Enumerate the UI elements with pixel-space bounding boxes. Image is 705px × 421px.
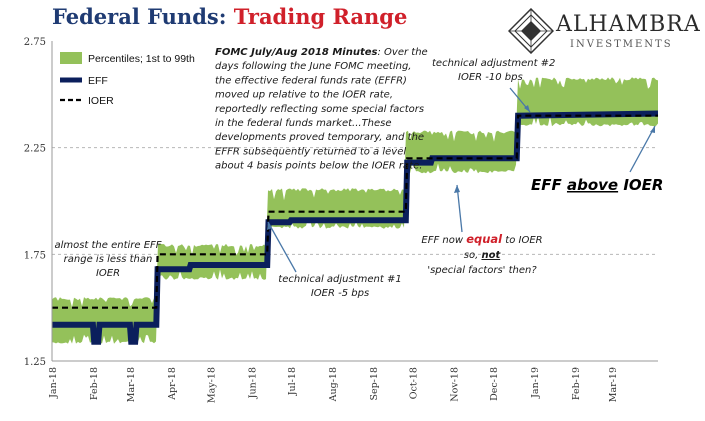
annotation-fomc-line: FOMC July/Aug 2018 Minutes: Over the — [215, 47, 428, 58]
annotation-equal-part: equal — [466, 232, 503, 246]
annotations: FOMC July/Aug 2018 Minutes: Over the days… — [54, 47, 663, 299]
y-tick-label: 2.25 — [24, 144, 46, 155]
percentile-band — [52, 77, 658, 344]
x-axis: Jan-18 Feb-18 Mar-18 Apr-18 May-18 Jun-18 Jul-… — [48, 360, 658, 403]
annotation-eff-above-arrow — [629, 125, 656, 173]
annotation-equal-line: 'special factors' then? — [427, 265, 537, 276]
annotation-eff-above-arrowhead — [650, 126, 655, 133]
series-lines — [52, 110, 659, 345]
legend-label-percentiles: Percentiles; 1st to 99th — [88, 53, 195, 65]
annotation-entire-line: almost the entire EFF — [54, 240, 161, 251]
annotation-equal-arrow — [456, 184, 463, 233]
x-tick-label: Aug-18 — [328, 367, 339, 402]
y-tick-label: 2.75 — [24, 37, 46, 48]
y-tick-label: 1.75 — [24, 250, 46, 261]
annotation-adj1-arrowhead — [267, 222, 272, 230]
annotation-entire-line: IOER — [96, 268, 120, 279]
x-tick-label: Nov-18 — [449, 367, 460, 402]
annotation-adj2-line: IOER -10 bps — [458, 72, 523, 83]
company-logo: ALHAMBRA INVESTMENTS — [508, 6, 701, 58]
annotation-entire-line: range is less than — [64, 254, 153, 265]
annotation-adj2-arrowhead — [524, 105, 530, 112]
grid-lines — [52, 147, 658, 255]
annotation-fomc-line: EFFR subsequently returned to a level — [215, 146, 406, 157]
annotation-fomc-line: the effective federal funds rate (EFFR) — [215, 75, 407, 86]
y-tick-label: 1.25 — [24, 357, 46, 368]
eff-line — [52, 110, 659, 345]
x-tick-label: Apr-18 — [167, 367, 178, 401]
chart-title: Federal Funds: Trading Range — [52, 4, 407, 29]
logo-subtitle: INVESTMENTS — [570, 39, 673, 50]
x-tick-label: Jun-18 — [247, 367, 258, 399]
annotation-eff-above: EFF above IOER — [531, 176, 663, 194]
legend-label-eff: EFF — [88, 75, 108, 87]
annotation-eff-above-bold: EFF — [531, 176, 567, 194]
annotation-fomc-lead: FOMC July/Aug 2018 Minutes — [215, 47, 378, 58]
x-tick-label: Feb-19 — [571, 367, 582, 400]
x-tick-label: Mar-18 — [126, 367, 137, 402]
annotation-adj1-line: technical adjustment #1 — [278, 274, 401, 285]
x-tick-label: Oct-18 — [408, 367, 419, 399]
annotation-fomc-line: days following the June FOMC meeting, — [215, 61, 411, 72]
annotation-equal-part: EFF now — [421, 235, 466, 246]
logo-name: ALHAMBRA — [556, 12, 701, 37]
annotation-equal-part: so, — [464, 250, 482, 261]
annotation-equal-line: EFF now equal to IOER — [421, 232, 542, 246]
legend: Percentiles; 1st to 99th EFF IOER — [60, 52, 195, 107]
x-tick-label: Jan-18 — [48, 367, 59, 399]
legend-swatch-percentiles — [60, 52, 82, 64]
legend-label-ioer: IOER — [88, 95, 114, 107]
percentile-band-area — [52, 77, 658, 344]
title-part-1: Federal Funds: — [52, 4, 234, 29]
annotation-fomc-line: reportedly reflecting some special facto… — [215, 104, 424, 115]
title-part-2: Trading Range — [233, 4, 408, 29]
annotation-adj1-arrow — [267, 221, 297, 273]
annotation-adj2-line: technical adjustment #2 — [432, 58, 555, 69]
x-tick-label: Dec-18 — [489, 367, 500, 401]
x-tick-label: May-18 — [206, 367, 217, 403]
annotation-equal-line: so, not — [464, 250, 502, 261]
x-tick-label: Jul-18 — [287, 367, 298, 396]
annotation-eff-above-underlined: above — [567, 176, 618, 194]
x-tick-label: Jan-19 — [530, 367, 541, 399]
annotation-fomc-line: in the federal funds market...These — [215, 118, 392, 129]
annotation-fomc-line: developments proved temporary, and the — [215, 132, 424, 143]
x-tick-label: Sep-18 — [369, 367, 380, 401]
annotation-fomc-line: about 4 basis points below the IOER rate… — [215, 161, 422, 172]
annotation-equal-part: not — [481, 250, 501, 261]
x-tick-label: Feb-18 — [89, 367, 100, 400]
annotation-fomc-text: : Over the — [378, 47, 428, 58]
annotation-equal-arrowhead — [454, 185, 460, 193]
annotation-adj1-line: IOER -5 bps — [311, 288, 369, 299]
annotation-equal-part: to IOER — [502, 235, 542, 246]
diamond-logo-icon — [508, 8, 554, 54]
ioer-line — [52, 114, 658, 309]
x-tick-label: Mar-19 — [608, 367, 619, 402]
annotation-fomc-line: moved up relative to the IOER rate, — [215, 90, 393, 101]
y-axis: 1.25 1.75 2.25 2.75 — [24, 37, 53, 368]
annotation-eff-above-rest: IOER — [618, 176, 663, 194]
